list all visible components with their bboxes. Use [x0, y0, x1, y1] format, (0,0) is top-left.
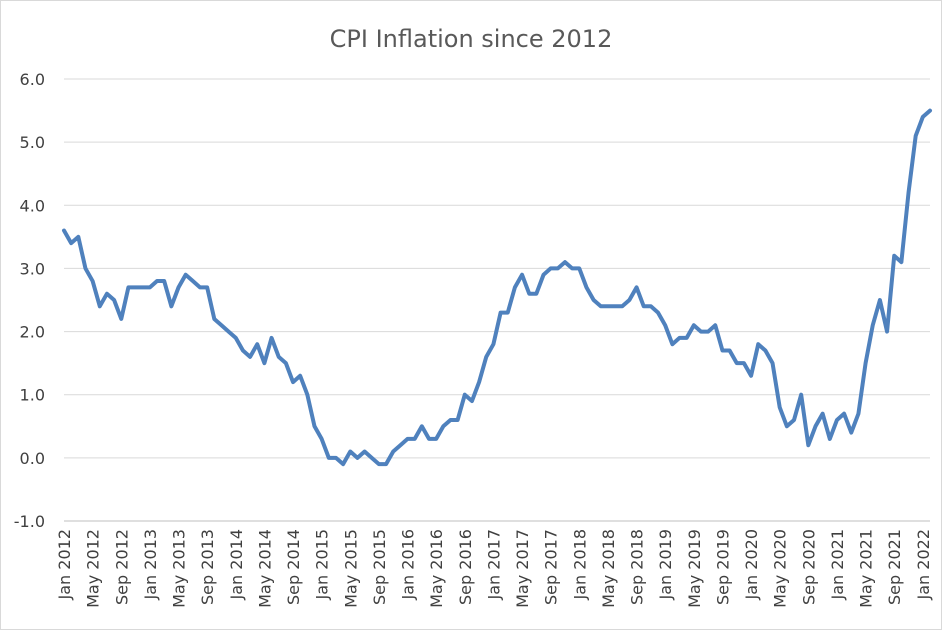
- y-tick-label: 5.0: [20, 133, 45, 152]
- x-tick-label: May 2018: [599, 529, 618, 608]
- x-tick-label: May 2012: [84, 529, 103, 608]
- y-axis-ticks: -1.0 0.0 1.0 2.0 3.0 4.0 5.0 6.0: [14, 70, 45, 531]
- x-tick-label: Jan 2022: [914, 529, 933, 600]
- x-tick-label: May 2016: [427, 529, 446, 608]
- x-tick-label: May 2013: [170, 529, 189, 608]
- y-tick-label: 0.0: [20, 449, 45, 468]
- y-tick-label: 2.0: [20, 323, 45, 342]
- x-axis-ticks: Jan 2012 May 2012 Sep 2012 Jan 2013 May 2013…: [55, 529, 933, 608]
- series-layer: [62, 108, 932, 467]
- x-tick-label: May 2021: [857, 529, 876, 608]
- x-tick-label: May 2019: [685, 529, 704, 608]
- x-tick-label: Jan 2017: [484, 529, 503, 600]
- x-tick-label: Sep 2017: [542, 529, 561, 605]
- x-tick-label: Sep 2013: [198, 529, 217, 605]
- y-tick-label: 6.0: [20, 70, 45, 89]
- x-tick-label: Sep 2019: [713, 529, 732, 605]
- x-tick-label: Jan 2018: [570, 529, 589, 600]
- series-line-cpi: [62, 108, 932, 467]
- x-tick-label: Jan 2013: [141, 529, 160, 600]
- x-tick-label: Sep 2015: [370, 529, 389, 605]
- x-tick-label: May 2014: [255, 529, 274, 608]
- x-tick-label: Jan 2019: [656, 529, 675, 600]
- y-tick-label: 4.0: [20, 196, 45, 215]
- x-tick-label: May 2017: [513, 529, 532, 608]
- x-tick-label: Jan 2016: [399, 529, 418, 600]
- x-tick-label: Sep 2014: [284, 529, 303, 605]
- x-tick-label: May 2015: [341, 529, 360, 608]
- chart-title: CPI Inflation since 2012: [330, 25, 613, 53]
- x-tick-label: Sep 2021: [885, 529, 904, 605]
- x-tick-label: Sep 2020: [799, 529, 818, 605]
- y-tick-label: -1.0: [14, 512, 45, 531]
- x-tick-label: Jan 2021: [828, 529, 847, 600]
- x-tick-label: Sep 2012: [112, 529, 131, 605]
- x-tick-label: Jan 2012: [55, 529, 74, 600]
- x-tick-label: Jan 2020: [742, 529, 761, 600]
- x-tick-label: Sep 2016: [456, 529, 475, 605]
- x-tick-label: Sep 2018: [628, 529, 647, 605]
- y-tick-label: 3.0: [20, 259, 45, 278]
- x-tick-label: Jan 2014: [227, 529, 246, 600]
- y-tick-label: 1.0: [20, 386, 45, 405]
- x-tick-label: Jan 2015: [313, 529, 332, 600]
- x-tick-label: May 2020: [771, 529, 790, 608]
- gridlines: [64, 78, 930, 522]
